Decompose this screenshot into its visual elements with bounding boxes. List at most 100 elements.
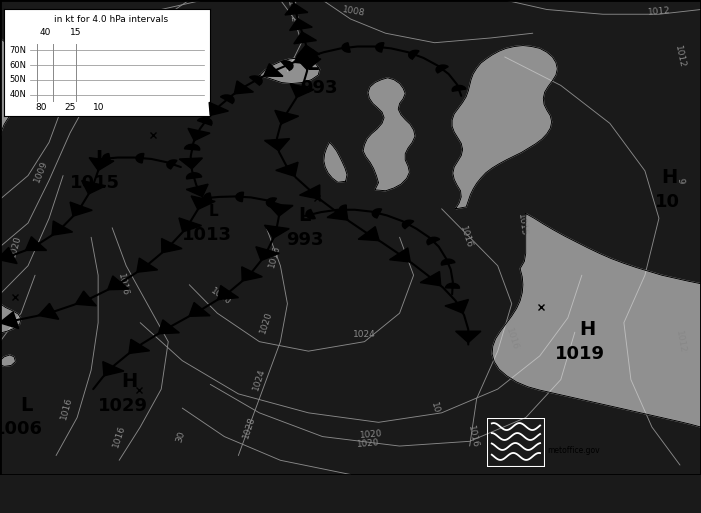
Polygon shape [108, 276, 129, 290]
Polygon shape [327, 206, 348, 220]
Text: 1020: 1020 [8, 234, 22, 259]
Text: 1024: 1024 [252, 367, 267, 392]
Text: 1028: 1028 [241, 415, 257, 439]
Text: 1016: 1016 [458, 225, 474, 250]
Text: metoffice.gov: metoffice.gov [547, 446, 600, 456]
Text: 1009: 1009 [32, 160, 49, 184]
Polygon shape [167, 160, 177, 169]
Polygon shape [452, 86, 466, 91]
Text: 1012: 1012 [674, 330, 686, 353]
Text: 1029: 1029 [97, 397, 148, 415]
Polygon shape [294, 32, 316, 44]
Text: L: L [299, 206, 311, 225]
Polygon shape [290, 18, 312, 30]
Polygon shape [294, 50, 313, 64]
Polygon shape [184, 144, 200, 150]
Polygon shape [186, 173, 202, 179]
Polygon shape [0, 312, 19, 328]
Text: 1012: 1012 [673, 45, 687, 69]
Polygon shape [275, 162, 298, 176]
Text: 993: 993 [300, 79, 338, 97]
Polygon shape [256, 247, 279, 261]
Text: 1020: 1020 [360, 429, 383, 440]
Text: 1008: 1008 [342, 6, 366, 18]
Text: 1015: 1015 [516, 213, 529, 238]
Polygon shape [179, 158, 203, 169]
Text: 9: 9 [675, 177, 685, 184]
Polygon shape [264, 225, 290, 238]
Polygon shape [309, 50, 319, 60]
Polygon shape [234, 81, 253, 94]
Polygon shape [70, 202, 93, 216]
Polygon shape [306, 209, 315, 219]
Text: 1012: 1012 [647, 6, 671, 17]
Polygon shape [281, 61, 293, 70]
Polygon shape [363, 78, 415, 191]
Text: H: H [661, 168, 678, 187]
Polygon shape [445, 300, 468, 313]
Polygon shape [186, 184, 208, 196]
Polygon shape [103, 362, 124, 376]
Polygon shape [218, 286, 238, 300]
Text: 1016: 1016 [268, 244, 282, 268]
Polygon shape [89, 157, 114, 170]
Polygon shape [259, 58, 320, 84]
Text: L: L [306, 54, 318, 73]
Polygon shape [452, 46, 557, 209]
Text: 1012: 1012 [285, 0, 297, 24]
Polygon shape [188, 128, 210, 141]
Polygon shape [297, 45, 320, 56]
Polygon shape [0, 355, 15, 366]
Text: 10: 10 [429, 401, 440, 415]
Polygon shape [290, 84, 314, 97]
Polygon shape [421, 271, 441, 286]
Polygon shape [324, 143, 347, 182]
Polygon shape [191, 196, 215, 209]
Polygon shape [158, 320, 179, 334]
Text: 1024: 1024 [353, 330, 376, 339]
Polygon shape [25, 236, 46, 250]
Polygon shape [372, 209, 381, 218]
Polygon shape [0, 247, 17, 264]
Polygon shape [136, 153, 144, 163]
Polygon shape [456, 331, 481, 343]
Polygon shape [376, 43, 384, 52]
Text: 10: 10 [655, 193, 680, 211]
Text: 1016: 1016 [504, 327, 519, 351]
Polygon shape [285, 4, 308, 15]
Text: L: L [95, 149, 108, 168]
Polygon shape [103, 153, 111, 163]
Polygon shape [296, 58, 321, 70]
Polygon shape [39, 303, 59, 319]
Polygon shape [242, 267, 262, 281]
Polygon shape [209, 103, 229, 115]
Polygon shape [390, 248, 410, 262]
Polygon shape [82, 181, 106, 194]
Polygon shape [162, 239, 182, 253]
Text: 1020: 1020 [209, 286, 233, 307]
Polygon shape [204, 193, 212, 202]
Polygon shape [358, 227, 379, 241]
Polygon shape [442, 259, 455, 265]
Polygon shape [137, 258, 158, 272]
Polygon shape [264, 64, 283, 76]
Polygon shape [339, 205, 346, 214]
Text: 1016: 1016 [466, 424, 480, 449]
Polygon shape [436, 65, 448, 73]
Polygon shape [0, 304, 21, 333]
Polygon shape [342, 43, 350, 52]
Polygon shape [250, 76, 262, 85]
Text: 993: 993 [286, 231, 324, 249]
Text: H: H [121, 372, 138, 391]
Text: 1019: 1019 [555, 345, 606, 363]
Polygon shape [198, 117, 212, 125]
Text: 1016: 1016 [116, 272, 130, 297]
Text: H: H [579, 320, 596, 339]
Polygon shape [275, 110, 299, 124]
Polygon shape [492, 213, 701, 427]
Text: 1016: 1016 [60, 396, 74, 420]
Polygon shape [0, 38, 32, 137]
Polygon shape [52, 221, 72, 235]
Polygon shape [427, 238, 440, 245]
Text: 1020: 1020 [259, 310, 274, 335]
